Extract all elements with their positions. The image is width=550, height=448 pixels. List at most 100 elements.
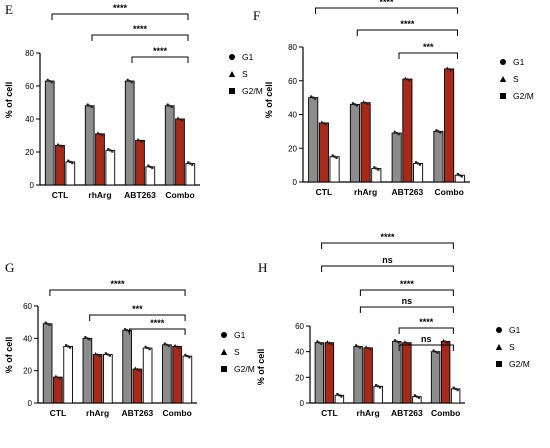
point-marker: [435, 128, 438, 132]
significance-bracket-h: [321, 242, 454, 249]
point-marker: [48, 323, 51, 327]
bar-g-S-Combo: [172, 345, 182, 404]
y-tick-label-h: 20: [295, 373, 304, 382]
bar-e-G2M-ABT263: [145, 166, 156, 186]
point-marker: [48, 79, 51, 83]
point-marker: [58, 144, 62, 147]
point-marker: [416, 162, 420, 165]
category-label-h-CTL: CTL: [321, 408, 338, 418]
point-marker: [123, 327, 127, 331]
legend-label-e: G2/M: [242, 86, 263, 96]
point-marker: [96, 131, 100, 134]
legend-label-e: S: [242, 69, 248, 79]
point-marker: [88, 338, 91, 341]
point-marker: [135, 367, 139, 371]
point-marker: [442, 338, 446, 342]
point-marker: [358, 346, 362, 349]
bar-e-G1-rhArg: [84, 105, 95, 186]
point-marker: [353, 103, 357, 106]
bar-e-G1-CTL: [44, 80, 55, 186]
point-marker: [46, 78, 49, 82]
y-tick-label-f: 20: [288, 144, 297, 153]
point-marker: [88, 104, 91, 108]
legend-marker-triangle-f: [499, 76, 507, 82]
point-marker: [168, 104, 171, 108]
significance-bracket-h: [398, 344, 454, 351]
point-marker: [336, 393, 339, 396]
point-marker: [65, 344, 68, 347]
point-marker: [407, 78, 411, 82]
bar-f-G1-ABT263: [391, 132, 402, 183]
significance-bracket-f: [315, 7, 458, 14]
point-marker: [432, 349, 435, 352]
bar-f-G1-Combo: [433, 130, 444, 183]
legend-marker-square-h: [496, 361, 502, 367]
significance-bracket-h: [398, 327, 454, 334]
point-marker: [167, 344, 171, 348]
bar-h-S-ABT263: [402, 342, 412, 404]
bar-h-G1-Combo: [430, 351, 441, 404]
legend-marker-square-e: [229, 88, 235, 94]
point-marker: [86, 103, 89, 106]
point-marker: [144, 345, 147, 348]
significance-label-h: ns: [421, 334, 432, 344]
point-marker: [148, 348, 151, 351]
bar-g-G2M-ABT263: [142, 347, 153, 404]
point-marker: [151, 166, 154, 170]
point-marker: [138, 139, 142, 142]
point-marker: [418, 163, 422, 166]
point-marker: [163, 342, 167, 345]
point-marker: [333, 155, 336, 158]
point-marker: [56, 375, 60, 379]
point-marker: [176, 116, 180, 119]
bar-e-S-ABT263: [135, 139, 145, 186]
legend-label-g: G2/M: [234, 364, 255, 374]
point-marker: [188, 356, 191, 359]
bar-h-S-CTL: [324, 342, 335, 404]
point-marker: [149, 165, 152, 168]
legend-marker-triangle-g: [220, 349, 228, 355]
significance-label-e: ****: [113, 3, 128, 13]
point-marker: [327, 341, 331, 344]
point-marker: [316, 340, 319, 343]
point-marker: [109, 149, 112, 152]
category-label-f-Combo: Combo: [434, 187, 463, 197]
significance-bracket-h: [359, 306, 454, 313]
y-tick-label-f: 0: [293, 178, 298, 187]
point-marker: [186, 355, 189, 358]
panel-label-f: F: [253, 8, 260, 23]
point-marker: [133, 366, 137, 370]
point-marker: [67, 159, 70, 162]
point-marker: [331, 154, 334, 157]
significance-label-g: ****: [110, 279, 125, 289]
point-marker: [364, 345, 368, 348]
point-marker: [393, 339, 397, 342]
category-label-e-CTL: CTL: [52, 190, 69, 200]
point-marker: [128, 79, 131, 83]
point-marker: [460, 175, 463, 178]
legend-marker-square-f: [500, 93, 506, 99]
point-marker: [136, 137, 140, 141]
significance-bracket-f: [398, 52, 458, 59]
y-axis-label-h: % of cell: [256, 349, 266, 386]
y-tick-label-e: 60: [25, 82, 34, 91]
bar-e-S-CTL: [55, 144, 65, 186]
point-marker: [191, 163, 194, 166]
significance-label-g: ****: [150, 318, 165, 328]
bar-f-G2M-ABT263: [413, 162, 424, 183]
point-marker: [320, 342, 323, 346]
category-label-g-rhArg: rhArg: [86, 408, 109, 418]
point-marker: [165, 343, 169, 346]
y-axis-label-g: % of cell: [4, 337, 14, 374]
legend-label-g: S: [234, 347, 240, 357]
point-marker: [69, 346, 72, 349]
bar-g-S-ABT263: [132, 368, 143, 404]
y-tick-label-e: 40: [25, 115, 34, 124]
point-marker: [54, 374, 58, 378]
legend-marker-square-g: [221, 366, 227, 372]
point-marker: [329, 342, 333, 346]
point-marker: [351, 101, 355, 105]
point-marker: [98, 354, 102, 357]
point-marker: [125, 329, 129, 332]
